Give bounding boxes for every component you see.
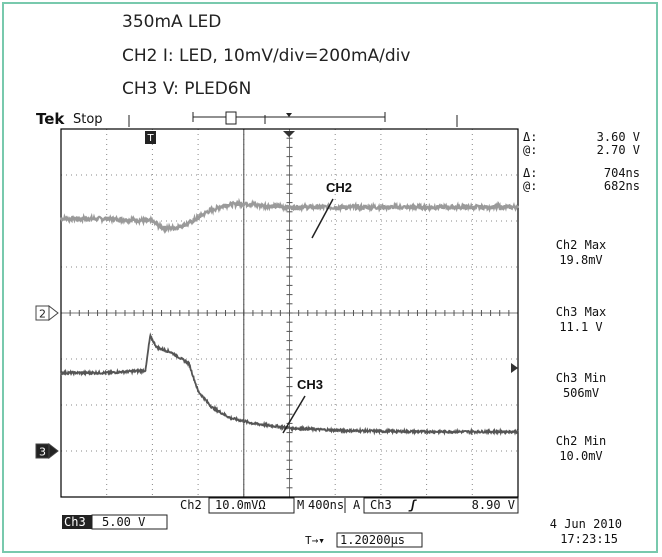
stat-ch2-max-value: 19.8mV — [559, 253, 602, 267]
brand-label: Tek — [36, 110, 65, 128]
cursor-t-delta-val: 704ns — [604, 166, 640, 180]
point-ch2-2 — [151, 220, 154, 222]
channel-marker-label-2: 2 — [39, 308, 46, 321]
point-ch3-4 — [156, 346, 158, 349]
point-ch2-6 — [206, 211, 209, 213]
ch2-annotation: CH2 — [311, 180, 352, 239]
stat-ch3-min-value: 506mV — [563, 386, 599, 400]
channel-marker-arrow-3 — [48, 442, 59, 460]
trigger-box — [363, 497, 519, 514]
ch2-annotation-label: CH2 — [326, 180, 352, 195]
point-ch3-7 — [197, 390, 199, 393]
cursor-t-delta-sym: Δ: — [523, 166, 537, 180]
channel-marker-arrow-2 — [48, 304, 59, 322]
ch3-label-box — [62, 515, 92, 529]
point-ch3-11 — [288, 427, 291, 429]
trigger-a-label: A — [353, 498, 361, 512]
point-ch2-3 — [160, 227, 163, 229]
point-ch2-1 — [105, 217, 108, 220]
caption-line-2: CH2 I: LED, 10mV/div=200mA/div — [122, 46, 411, 66]
point-ch2-8 — [243, 202, 245, 205]
stat-ch2-max-label: Ch2 Max — [556, 238, 607, 252]
ch3-scale: 5.00 V — [102, 515, 145, 529]
time-label: 17:23:15 — [560, 532, 618, 546]
right-level-arrow-icon — [511, 363, 518, 373]
ch3-scale-box — [91, 514, 168, 530]
point-ch3-10 — [252, 422, 254, 425]
trigger-position-icon — [286, 113, 292, 117]
ch3-label: Ch3 — [64, 515, 86, 529]
point-ch2-9 — [265, 205, 268, 207]
timebase-m-label: M — [297, 498, 304, 512]
ch3-annotation: CH3 — [282, 377, 323, 434]
point-ch2-5 — [188, 222, 190, 225]
cursor-v-delta-sym: Δ: — [523, 130, 537, 144]
acquisition-state: Stop — [73, 112, 103, 127]
trigger-level: 8.90 V — [472, 498, 515, 512]
caption-line-3: CH3 V: PLED6N — [122, 79, 252, 99]
scope-footer: Ch2 10.0mVΩ M 400ns A Ch3 ʃ 8.90 V Ch3 5… — [62, 497, 622, 548]
trigger-slope-icon: ʃ — [408, 498, 417, 512]
point-ch2-15 — [517, 206, 519, 208]
point-ch2-13 — [425, 206, 428, 208]
point-ch3-5 — [169, 351, 172, 353]
record-bar — [128, 111, 458, 127]
point-ch2-7 — [224, 204, 227, 206]
point-ch2-12 — [380, 206, 382, 208]
cursor-t-at-val: 682ns — [604, 179, 640, 193]
cursor-v-delta-val: 3.60 V — [597, 130, 640, 144]
point-ch3-2 — [144, 369, 147, 372]
point-ch2-0 — [60, 217, 62, 220]
point-ch2-14 — [471, 206, 474, 208]
measurement-panel: Δ: 3.60 V @: 2.70 V Δ: 704ns @: 682ns Ch… — [523, 130, 640, 463]
stat-ch2-min-label: Ch2 Min — [556, 434, 607, 448]
delay-icon: T→▾ — [305, 534, 325, 547]
trigger-t-marker: T — [145, 131, 156, 144]
cursor-t-at-sym: @: — [523, 179, 537, 193]
point-ch3-0 — [60, 372, 62, 374]
ch3-annotation-label: CH3 — [297, 377, 323, 392]
date-label: 4 Jun 2010 — [550, 517, 622, 531]
stat-ch3-max-value: 11.1 V — [559, 320, 602, 334]
trigger-marker-label: T — [146, 133, 154, 144]
point-ch3-13 — [380, 430, 382, 433]
channel-markers: 23 — [35, 304, 59, 460]
ch2-scale-box — [208, 497, 295, 514]
point-ch3-9 — [229, 417, 231, 419]
timebase-origin-icon — [283, 131, 295, 137]
point-ch2-11 — [334, 206, 337, 208]
cursor-v-at-val: 2.70 V — [597, 143, 640, 157]
cursor-v-at-sym: @: — [523, 143, 537, 157]
ch2-label: Ch2 — [180, 498, 202, 512]
stat-ch2-min-value: 10.0mV — [559, 449, 602, 463]
trace-ch2 — [60, 197, 519, 235]
delay-value: 1.20200µs — [340, 533, 405, 547]
point-ch3-3 — [149, 335, 151, 337]
point-ch2-10 — [288, 206, 291, 208]
point-ch3-12 — [334, 429, 337, 432]
stat-ch3-max-label: Ch3 Max — [556, 305, 607, 319]
traces — [60, 197, 519, 437]
caption-line-1: 350mA LED — [122, 12, 222, 32]
point-ch3-1 — [105, 372, 108, 374]
stat-ch3-min-label: Ch3 Min — [556, 371, 607, 385]
point-ch3-6 — [188, 362, 190, 365]
delay-box — [336, 532, 423, 548]
point-ch3-14 — [425, 430, 428, 433]
point-ch2-4 — [174, 227, 177, 229]
point-ch3-8 — [211, 406, 213, 409]
plot-border — [60, 128, 519, 498]
point-ch3-15 — [517, 430, 519, 433]
graticule — [60, 128, 519, 498]
channel-marker-label-3: 3 — [39, 446, 46, 459]
ch2-scale: 10.0mVΩ — [215, 498, 266, 512]
timebase-value: 400ns — [308, 498, 344, 512]
trigger-channel: Ch3 — [370, 498, 392, 512]
